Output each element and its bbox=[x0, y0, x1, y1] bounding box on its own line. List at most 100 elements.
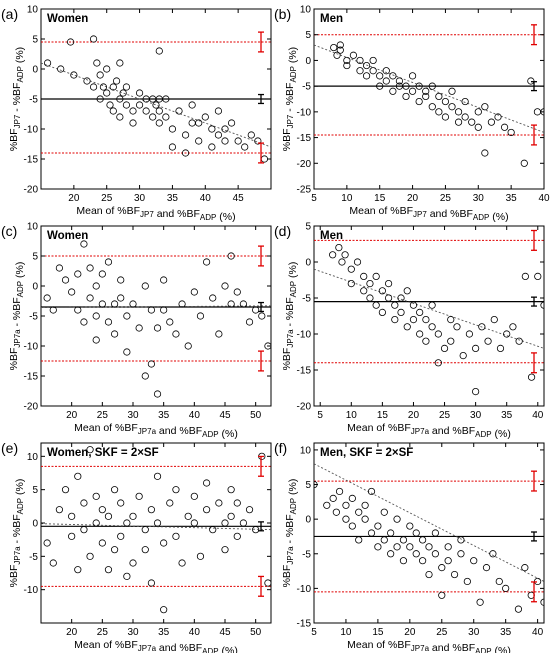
x-tick-label: 20 bbox=[66, 627, 78, 638]
data-point bbox=[441, 113, 450, 121]
data-point bbox=[468, 118, 476, 126]
data-point bbox=[435, 92, 443, 101]
panel-a: 20 25 30 35 40 45 10 5 0 -5 -10 -15 -20 Mean of %BFJP… bbox=[1, 5, 272, 223]
data-point bbox=[341, 251, 349, 259]
data-point bbox=[540, 598, 544, 606]
data-point bbox=[438, 564, 446, 572]
data-point bbox=[372, 301, 380, 309]
data-point bbox=[454, 108, 463, 116]
data-point bbox=[190, 519, 198, 527]
y-tick-label: -5 bbox=[29, 552, 38, 563]
data-point bbox=[175, 107, 183, 115]
data-point bbox=[162, 113, 170, 121]
trend-line bbox=[41, 62, 271, 148]
data-point bbox=[109, 107, 117, 115]
y-tick-label: -20 bbox=[297, 402, 312, 413]
panel-title: Men, SKF = 2×SF bbox=[320, 447, 413, 459]
data-point bbox=[403, 323, 411, 331]
data-point bbox=[239, 519, 247, 527]
data-point bbox=[152, 101, 160, 109]
data-point bbox=[89, 35, 98, 43]
x-tick-label: 40 bbox=[538, 193, 550, 204]
data-point bbox=[384, 294, 393, 302]
data-point bbox=[98, 300, 106, 308]
data-point bbox=[412, 529, 420, 537]
data-point bbox=[342, 501, 350, 509]
x-tick-label: 25 bbox=[97, 627, 109, 638]
data-point bbox=[153, 472, 162, 480]
y-tick-label: 0 bbox=[32, 519, 38, 530]
data-point bbox=[342, 515, 350, 523]
data-point bbox=[214, 131, 223, 139]
data-point bbox=[178, 300, 186, 308]
y-tick-label: 0 bbox=[305, 258, 311, 269]
data-point bbox=[472, 387, 480, 396]
mean-bias-ci bbox=[258, 521, 264, 532]
data-point bbox=[393, 515, 401, 523]
data-point bbox=[111, 546, 119, 554]
panel-letter: (c) bbox=[1, 223, 17, 239]
data-point bbox=[166, 499, 174, 507]
data-point bbox=[369, 67, 377, 75]
data-point bbox=[168, 143, 177, 151]
x-tick-label: 50 bbox=[250, 410, 262, 421]
data-point bbox=[117, 499, 125, 507]
x-axis-label: Mean of %BFJP7a and %BFADP (%) bbox=[347, 639, 511, 653]
plot-area bbox=[314, 229, 544, 396]
data-point bbox=[329, 251, 337, 259]
data-point bbox=[74, 566, 82, 574]
data-point bbox=[362, 61, 371, 70]
x-tick-label: 35 bbox=[167, 193, 179, 204]
data-point bbox=[336, 41, 344, 49]
y-axis-label: %BFJP7a - %BFADP (%) bbox=[281, 262, 299, 371]
data-point bbox=[434, 330, 442, 338]
data-point bbox=[356, 67, 364, 75]
data-point bbox=[106, 101, 114, 109]
y-tick-label: -10 bbox=[297, 330, 312, 341]
data-point bbox=[116, 113, 124, 121]
data-point bbox=[520, 159, 528, 167]
data-point bbox=[481, 103, 489, 111]
data-point bbox=[254, 137, 262, 145]
data-point bbox=[122, 83, 131, 91]
data-point bbox=[241, 143, 249, 151]
data-point bbox=[195, 119, 203, 127]
plot-frame bbox=[40, 442, 272, 624]
x-tick-label: 50 bbox=[250, 627, 262, 638]
data-point bbox=[403, 287, 411, 295]
data-point bbox=[245, 318, 254, 326]
x-tick-label: 5 bbox=[311, 193, 317, 204]
data-point bbox=[406, 522, 414, 530]
data-point bbox=[384, 279, 393, 288]
data-point bbox=[55, 264, 64, 272]
data-point bbox=[147, 506, 155, 514]
data-point bbox=[221, 546, 229, 554]
y-tick-label: -15 bbox=[297, 366, 312, 377]
data-point bbox=[374, 543, 382, 551]
data-point bbox=[201, 113, 209, 121]
data-point bbox=[514, 605, 523, 613]
data-point bbox=[264, 579, 271, 587]
data-point bbox=[422, 92, 430, 101]
data-point bbox=[474, 123, 482, 131]
data-point bbox=[393, 543, 401, 551]
data-point bbox=[83, 77, 91, 85]
data-point bbox=[441, 97, 450, 106]
x-tick-label: 30 bbox=[470, 410, 482, 421]
data-point bbox=[422, 315, 430, 324]
data-point bbox=[68, 288, 76, 296]
data-point bbox=[227, 512, 235, 520]
y-axis-label: %BFJP7a - %BFADP (%) bbox=[8, 479, 26, 588]
y-tick-label: 5 bbox=[305, 480, 311, 491]
data-point bbox=[117, 294, 125, 302]
upper-limit-ci bbox=[531, 470, 537, 492]
data-point bbox=[332, 508, 340, 516]
plot-area bbox=[41, 446, 271, 614]
data-point bbox=[454, 118, 463, 126]
y-tick-label: -5 bbox=[29, 312, 38, 323]
plot-frame bbox=[313, 442, 545, 624]
data-point bbox=[428, 103, 436, 111]
data-point bbox=[43, 539, 51, 547]
panel-title: Women bbox=[47, 230, 88, 242]
